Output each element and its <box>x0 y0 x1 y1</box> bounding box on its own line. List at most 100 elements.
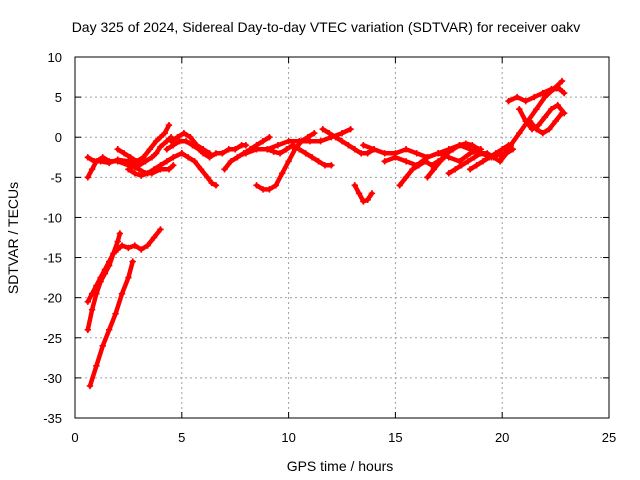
data-point <box>328 162 335 169</box>
y-axis-label: SDTVAR / TECUs <box>5 182 21 294</box>
data-point <box>242 142 250 149</box>
data-point <box>364 196 371 203</box>
data-point <box>182 138 190 145</box>
data-point <box>116 230 124 237</box>
data-point <box>402 146 410 153</box>
plot-frame <box>74 56 610 419</box>
data-point <box>272 182 279 189</box>
data-point <box>437 158 444 165</box>
x-tick-label: 5 <box>178 430 185 445</box>
data-point <box>146 146 153 153</box>
x-tick-label: 0 <box>71 430 78 445</box>
data-point <box>347 126 354 133</box>
data-point <box>360 142 367 149</box>
data-point <box>296 146 303 153</box>
data-point <box>242 150 250 157</box>
data-point <box>370 146 378 153</box>
data-point <box>351 182 359 189</box>
series-trace <box>87 259 135 389</box>
data-point <box>499 146 506 153</box>
data-point <box>332 134 339 141</box>
data-point <box>227 158 235 165</box>
data-point <box>522 97 529 105</box>
data-point <box>125 166 132 173</box>
data-point <box>306 138 314 145</box>
series-arc-23 <box>505 85 568 105</box>
data-point <box>545 126 553 133</box>
data-point <box>212 150 220 157</box>
series-trace <box>382 147 484 168</box>
data-point <box>428 162 435 169</box>
data-point <box>276 150 284 157</box>
data-point <box>176 138 183 145</box>
data-point <box>456 142 463 149</box>
y-tick-label: -15 <box>43 251 62 266</box>
data-point <box>513 93 521 101</box>
data-point <box>212 182 220 189</box>
data-point <box>358 150 365 157</box>
data-point <box>449 146 457 153</box>
data-point <box>345 142 352 149</box>
data-point <box>112 310 119 317</box>
data-point <box>360 198 367 205</box>
data-point <box>558 109 566 117</box>
data-point <box>114 146 121 153</box>
data-point <box>131 242 139 249</box>
data-point <box>396 182 403 189</box>
data-point <box>434 150 442 157</box>
data-point <box>219 150 226 157</box>
data-point <box>135 162 143 169</box>
data-point <box>140 154 147 161</box>
data-point <box>125 158 132 165</box>
data-point <box>505 97 512 105</box>
data-point <box>319 126 326 133</box>
data-point <box>462 140 470 147</box>
data-point <box>302 150 309 157</box>
data-point <box>381 158 388 165</box>
data-point <box>187 134 194 141</box>
data-point <box>118 290 126 297</box>
data-point <box>157 134 164 141</box>
data-point <box>152 150 160 157</box>
data-point <box>99 154 106 161</box>
series-arc-10 <box>167 130 213 157</box>
data-series <box>84 77 568 390</box>
data-point <box>364 150 371 157</box>
series-trace <box>527 110 565 136</box>
data-point <box>88 166 96 173</box>
data-point <box>97 274 104 281</box>
data-point <box>157 226 164 233</box>
data-point <box>138 246 145 253</box>
data-point <box>167 138 175 145</box>
data-point <box>402 158 410 165</box>
y-tick-label: -30 <box>43 371 62 386</box>
data-point <box>170 154 177 161</box>
data-point <box>129 258 136 265</box>
data-point <box>535 121 542 129</box>
data-point <box>204 174 211 181</box>
data-point <box>185 154 192 161</box>
data-point <box>458 162 465 169</box>
data-point <box>430 166 438 173</box>
data-point <box>221 166 228 173</box>
data-point <box>473 162 480 169</box>
data-point <box>355 190 363 197</box>
data-point <box>206 150 213 157</box>
data-point <box>466 150 474 157</box>
data-point <box>311 130 318 137</box>
data-point <box>118 242 126 249</box>
axis-ticks <box>74 56 610 419</box>
data-point <box>486 154 493 161</box>
data-point <box>225 146 232 153</box>
data-point <box>338 130 346 137</box>
y-tick-label: 5 <box>55 90 62 105</box>
series-arc-19 <box>424 140 482 181</box>
data-point <box>541 113 549 121</box>
data-point <box>541 93 549 101</box>
data-point <box>526 117 534 125</box>
data-point <box>469 142 476 149</box>
data-point <box>392 154 399 161</box>
data-point <box>539 89 546 97</box>
